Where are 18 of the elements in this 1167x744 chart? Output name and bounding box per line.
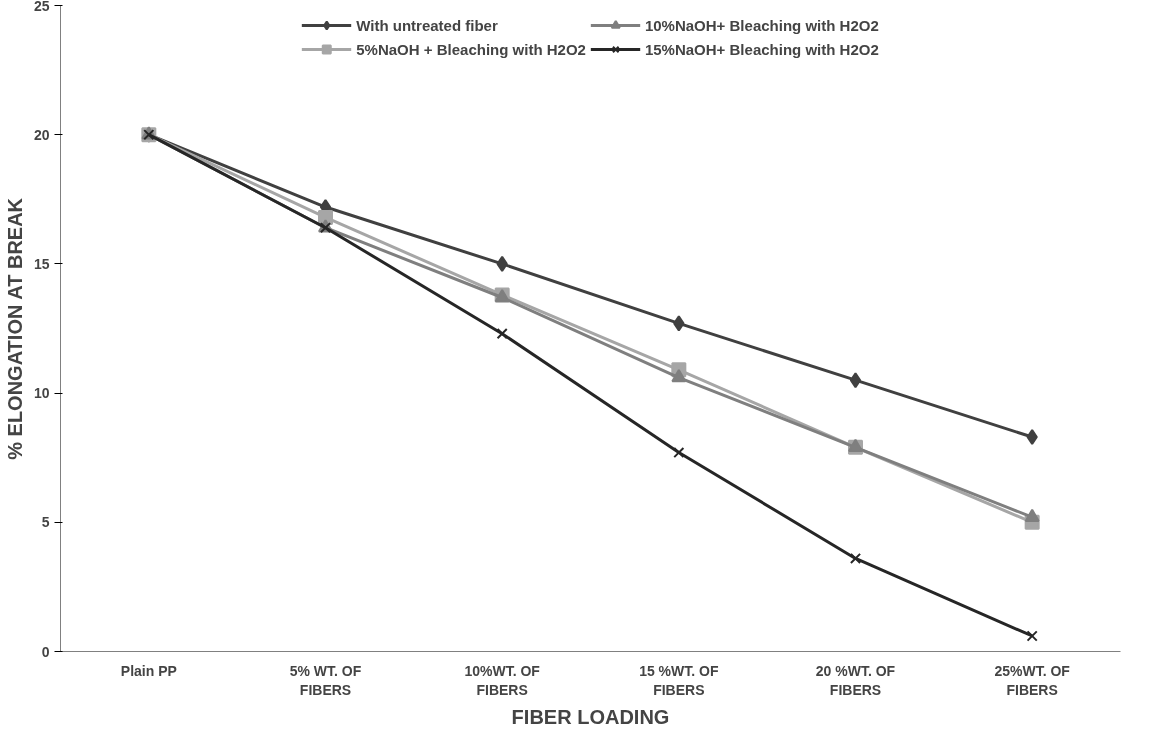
y-tick-label: 5 <box>41 514 50 531</box>
y-tick-label: 25 <box>33 0 50 14</box>
legend-label: 15%NaOH+ Bleaching with H2O2 <box>644 40 879 58</box>
x-tick-label: 25%WT. OF FIBERS <box>994 662 1071 698</box>
x-tick-label: 5% WT. OF FIBERS <box>289 662 362 698</box>
y-tick-label: 15 <box>33 255 50 272</box>
y-tick-label: 20 <box>33 126 50 143</box>
legend-label: 10%NaOH+ Bleaching with H2O2 <box>644 16 879 34</box>
x-tick-label: Plain PP <box>120 662 177 679</box>
x-tick-label: 10%WT. OF FIBERS <box>464 662 541 698</box>
y-tick-label: 10 <box>33 385 50 402</box>
x-tick-label: 20 %WT. OF FIBERS <box>815 662 896 698</box>
legend-label: With untreated fiber <box>356 16 498 34</box>
y-axis-title: % ELONGATION AT BREAK <box>3 197 26 460</box>
x-axis-title: FIBER LOADING <box>511 705 670 728</box>
y-tick-label: 0 <box>41 643 50 660</box>
x-tick-label: 15 %WT. OF FIBERS <box>639 662 719 698</box>
legend-label: 5%NaOH + Bleaching with H2O2 <box>356 40 586 58</box>
